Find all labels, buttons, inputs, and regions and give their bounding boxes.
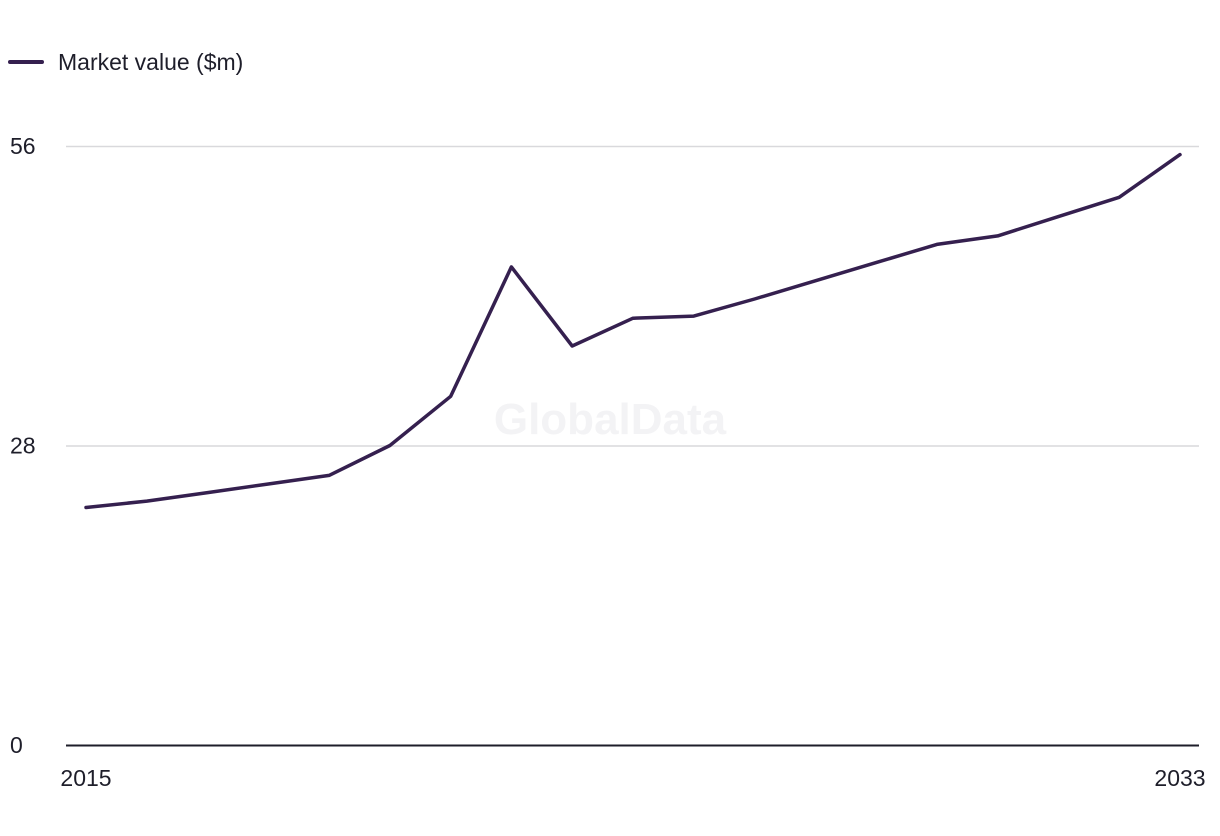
data-point-2033 [1177, 152, 1183, 158]
data-point-2030 [995, 233, 1001, 239]
data-point-2019 [326, 472, 332, 478]
data-point-2025 [691, 313, 697, 319]
data-point-2032 [1116, 194, 1122, 200]
data-point-2026 [752, 296, 758, 302]
y-tick-label-0: 0 [10, 732, 23, 758]
x-tick-label-2033: 2033 [1154, 765, 1205, 791]
watermark-text: GlobalData [494, 395, 727, 444]
legend: Market value ($m) [8, 49, 243, 75]
grid-lines [66, 145, 1199, 447]
y-tick-label-28: 28 [10, 433, 36, 459]
series-layer [83, 152, 1183, 511]
y-tick-label-56: 56 [10, 133, 36, 159]
data-point-2028 [873, 260, 879, 266]
data-point-2015 [83, 505, 89, 511]
series-line-market-value [84, 152, 1182, 510]
data-point-2023 [569, 343, 575, 349]
data-point-2021 [448, 393, 454, 399]
data-point-2016 [144, 498, 150, 504]
data-point-2022 [508, 264, 514, 270]
x-axis-ticks: 2015 2033 [60, 765, 1205, 791]
data-point-2017 [205, 490, 211, 496]
data-point-2031 [1055, 214, 1061, 220]
data-point-2029 [934, 241, 940, 247]
legend-label-market-value: Market value ($m) [58, 49, 243, 75]
x-tick-label-2015: 2015 [60, 765, 111, 791]
data-point-2024 [630, 315, 636, 321]
data-point-2020 [387, 443, 393, 449]
data-point-2027 [812, 278, 818, 284]
y-axis-ticks: 0 28 56 [10, 133, 36, 758]
data-point-2018 [265, 481, 271, 487]
